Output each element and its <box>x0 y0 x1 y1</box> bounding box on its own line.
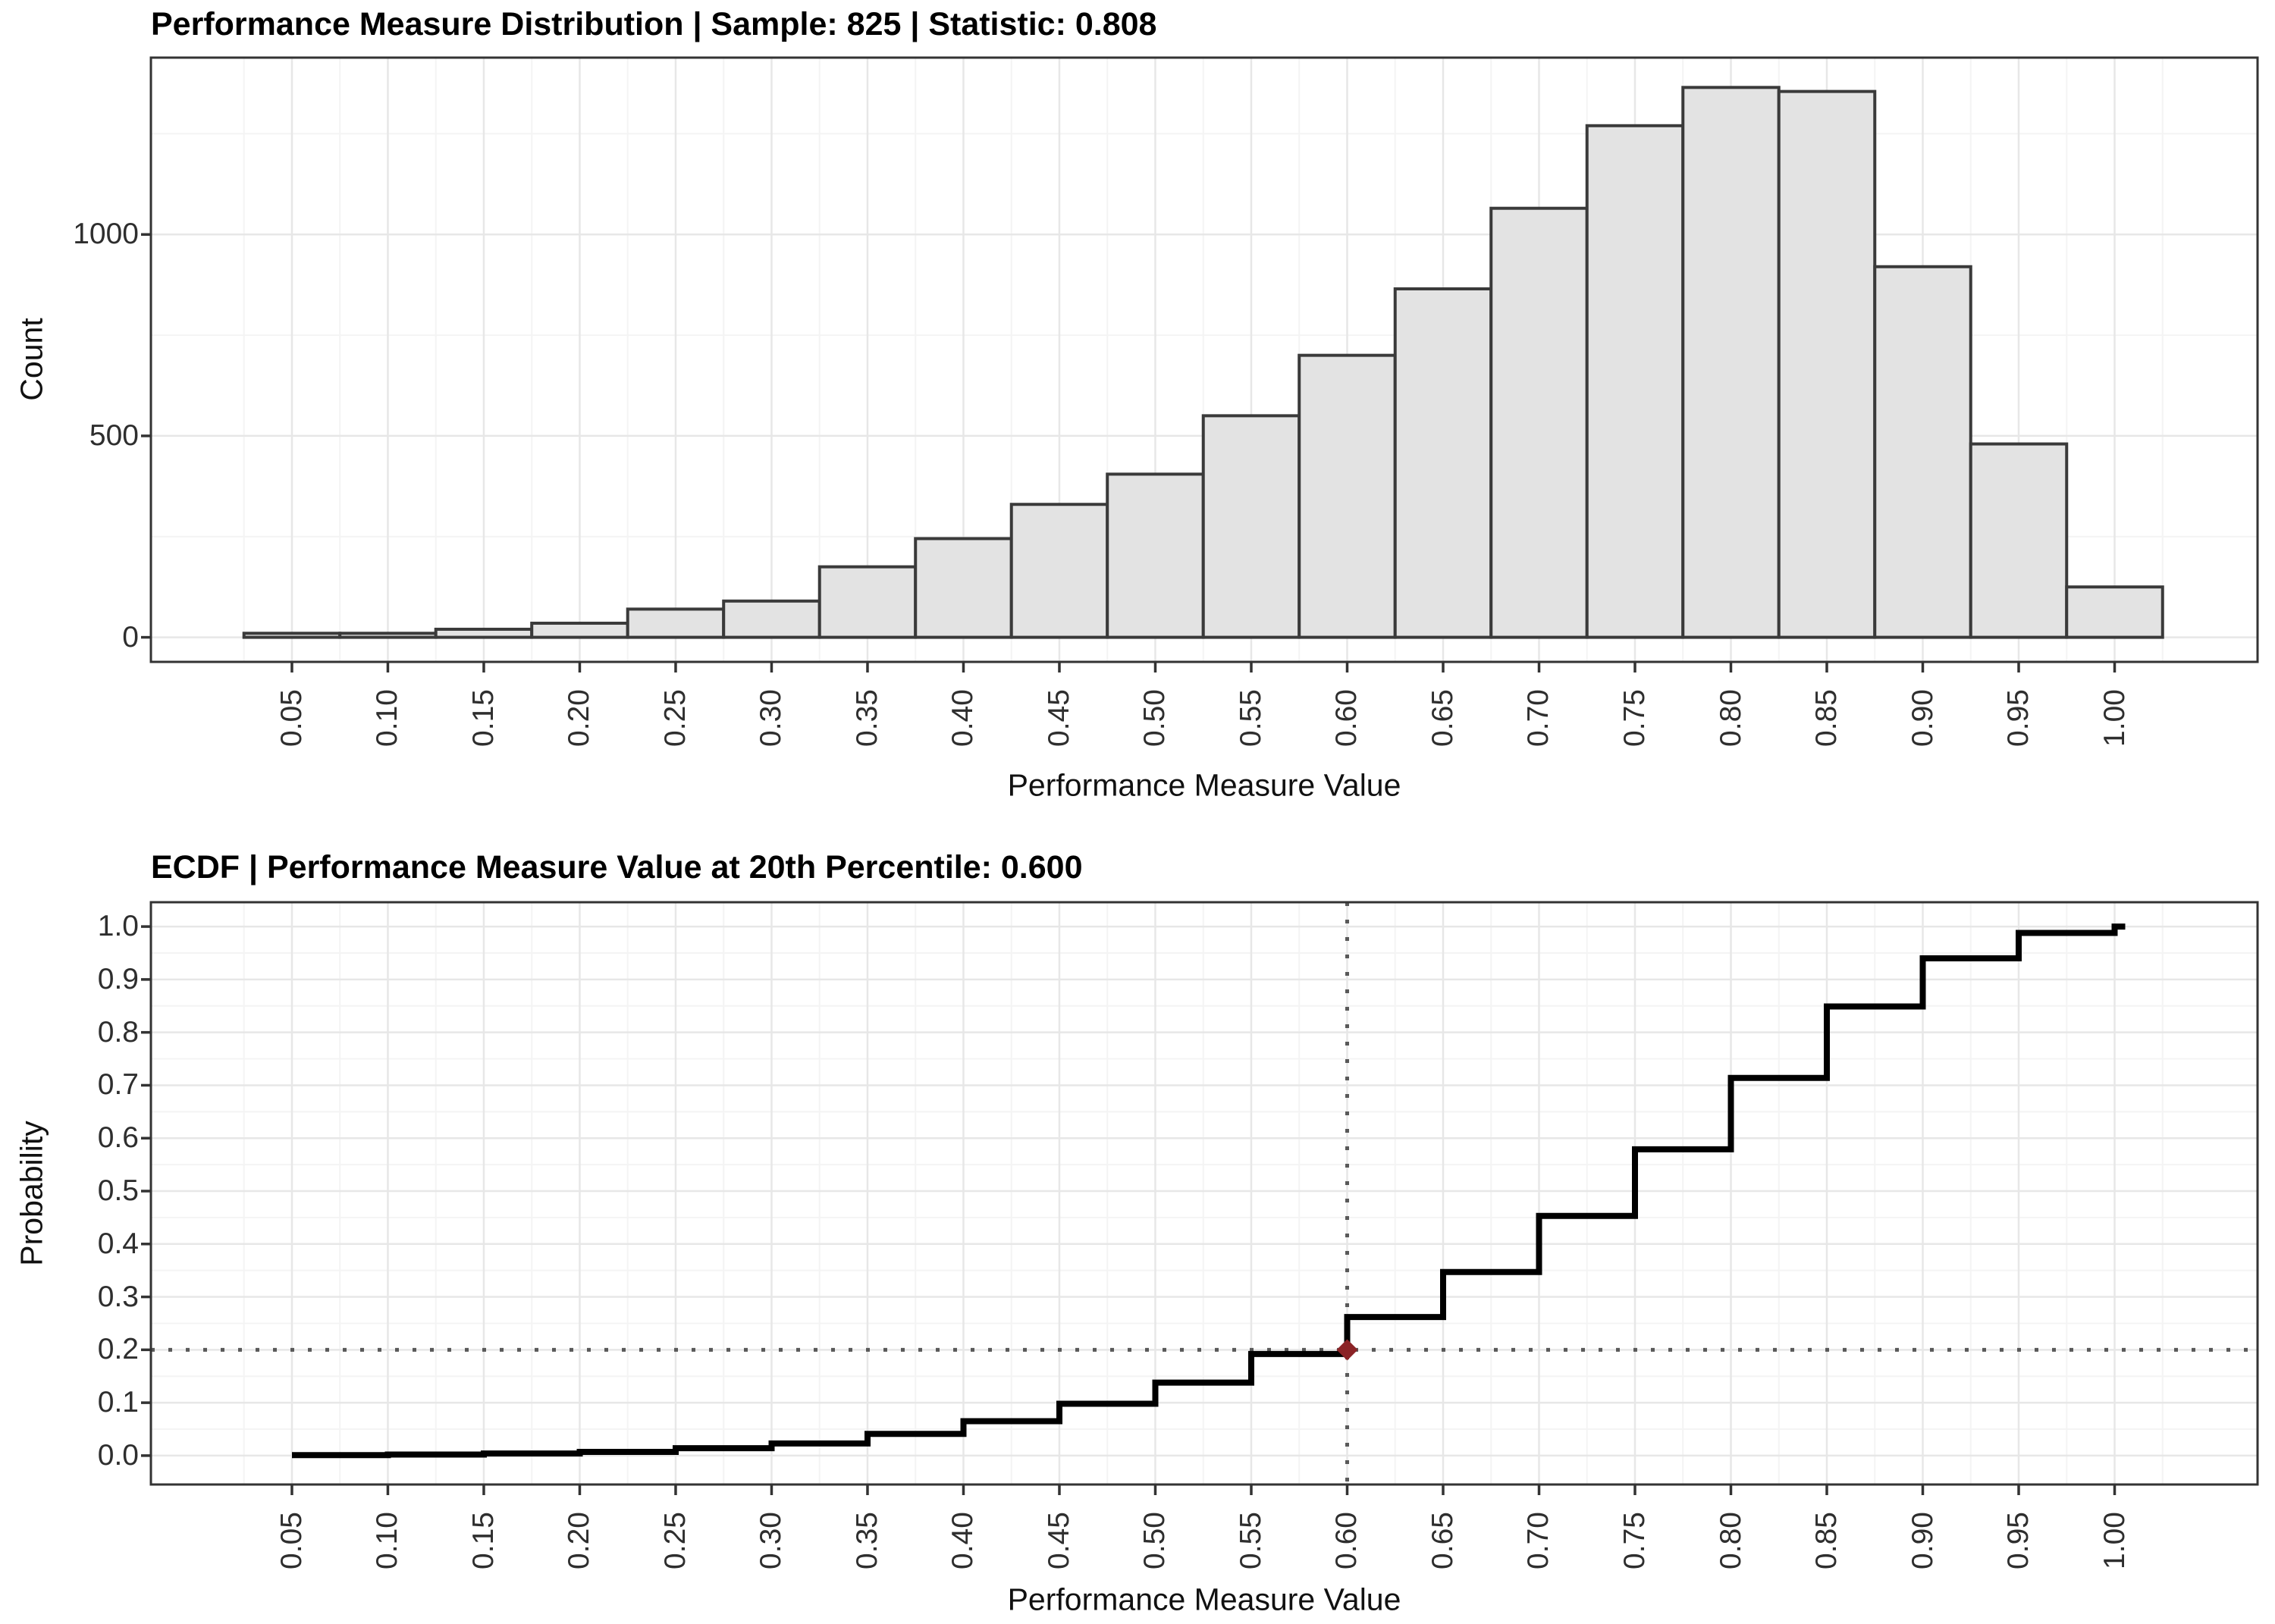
histogram-bar <box>1585 124 1685 639</box>
x-tick-label: 0.70 <box>1522 1512 1555 1569</box>
panel-border <box>149 901 2259 1486</box>
histogram-bar <box>817 565 918 639</box>
x-tick-label: 0.85 <box>1810 1512 1843 1569</box>
histogram-title: Performance Measure Distribution | Sampl… <box>151 6 1157 42</box>
x-tick-label: 0.80 <box>1714 689 1747 747</box>
x-tick-label: 0.90 <box>1906 1512 1939 1569</box>
x-tick-label: 0.25 <box>658 689 692 747</box>
x-tick-label: 0.35 <box>850 689 883 747</box>
histogram-bar <box>626 607 726 639</box>
y-tick-label: 0.3 <box>97 1280 139 1313</box>
ecdf-y-axis-title: Probability <box>14 1121 49 1266</box>
histogram-bar <box>2065 585 2164 639</box>
histogram-bar <box>1969 442 2069 639</box>
x-tick-label: 0.65 <box>1426 1512 1459 1569</box>
y-tick-label: 0.9 <box>97 962 139 995</box>
panel-border <box>149 56 2259 663</box>
x-tick-label: 0.50 <box>1138 689 1172 747</box>
histogram-bar <box>1298 353 1397 639</box>
x-tick-label: 0.25 <box>658 1512 692 1569</box>
x-tick-label: 0.15 <box>466 689 500 747</box>
x-tick-label: 0.35 <box>850 1512 883 1569</box>
x-tick-label: 0.05 <box>275 689 308 747</box>
histogram-bar <box>1201 414 1301 639</box>
x-tick-label: 0.90 <box>1906 689 1939 747</box>
x-tick-label: 0.15 <box>466 1512 500 1569</box>
x-tick-label: 0.20 <box>563 689 596 747</box>
x-tick-label: 0.95 <box>2002 689 2035 747</box>
x-tick-label: 0.55 <box>1234 1512 1267 1569</box>
ecdf-x-axis-title: Performance Measure Value <box>1007 1582 1401 1617</box>
y-tick-label: 0.1 <box>97 1386 139 1419</box>
x-tick-label: 0.60 <box>1330 689 1363 747</box>
y-tick-label: 0.5 <box>97 1174 139 1207</box>
x-tick-label: 0.65 <box>1426 689 1459 747</box>
x-tick-label: 0.85 <box>1810 689 1843 747</box>
x-tick-label: 0.70 <box>1522 689 1555 747</box>
x-tick-label: 1.00 <box>2098 689 2131 747</box>
histogram-bar <box>722 599 821 639</box>
ecdf-step-line <box>292 923 2126 1459</box>
x-tick-label: 0.40 <box>946 689 980 747</box>
percentile-point-diamond <box>1336 1339 1358 1361</box>
x-tick-label: 0.10 <box>371 689 404 747</box>
histogram-bar <box>1106 472 1205 639</box>
y-tick-label: 0.0 <box>97 1438 139 1472</box>
y-tick-label: 0 <box>122 620 139 654</box>
histogram-bar <box>1873 265 1972 639</box>
histogram-bar <box>1777 89 1877 639</box>
histogram-bar <box>242 632 342 639</box>
y-tick-label: 0.2 <box>97 1333 139 1366</box>
x-tick-label: 0.10 <box>371 1512 404 1569</box>
y-tick-label: 1000 <box>73 218 139 251</box>
y-tick-label: 0.6 <box>97 1121 139 1155</box>
histogram-x-axis-title: Performance Measure Value <box>1007 767 1401 803</box>
x-tick-label: 0.75 <box>1618 689 1651 747</box>
x-tick-label: 0.45 <box>1042 689 1075 747</box>
x-tick-label: 0.05 <box>275 1512 308 1569</box>
histogram-bar <box>530 621 629 639</box>
x-tick-label: 1.00 <box>2098 1512 2131 1569</box>
histogram-bar <box>1489 206 1589 639</box>
histogram-bar <box>914 537 1013 639</box>
y-tick-label: 0.8 <box>97 1015 139 1049</box>
x-tick-label: 0.75 <box>1618 1512 1651 1569</box>
y-tick-label: 500 <box>89 419 139 452</box>
y-tick-label: 1.0 <box>97 910 139 943</box>
x-tick-label: 0.30 <box>755 689 788 747</box>
histogram-bar <box>1681 86 1781 639</box>
x-tick-label: 0.40 <box>946 1512 980 1569</box>
y-tick-label: 0.4 <box>97 1227 139 1260</box>
x-tick-label: 0.45 <box>1042 1512 1075 1569</box>
histogram-bar <box>434 627 534 639</box>
histogram-y-axis-title: Count <box>14 318 49 401</box>
x-tick-label: 0.55 <box>1234 689 1267 747</box>
histogram-bar <box>1393 287 1493 639</box>
x-tick-label: 0.30 <box>755 1512 788 1569</box>
x-tick-label: 0.95 <box>2002 1512 2035 1569</box>
x-tick-label: 0.60 <box>1330 1512 1363 1569</box>
ecdf-title: ECDF | Performance Measure Value at 20th… <box>151 849 1083 886</box>
y-tick-label: 0.7 <box>97 1068 139 1102</box>
x-tick-label: 0.50 <box>1138 1512 1172 1569</box>
x-tick-label: 0.20 <box>563 1512 596 1569</box>
histogram-bar <box>338 632 438 639</box>
histogram-bar <box>1009 503 1109 639</box>
x-tick-label: 0.80 <box>1714 1512 1747 1569</box>
